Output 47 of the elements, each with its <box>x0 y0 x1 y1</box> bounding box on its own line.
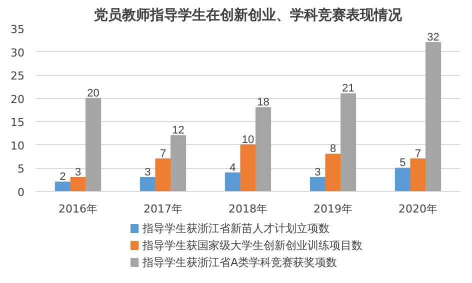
y-tick-label: 5 <box>18 162 24 176</box>
data-label: 3 <box>314 166 321 179</box>
legend-label: 指导学生获浙江省新苗人才计划立项数 <box>142 222 330 235</box>
data-label: 12 <box>172 124 184 137</box>
y-tick-label: 20 <box>10 92 25 106</box>
x-tick-label: 2017年 <box>144 202 183 216</box>
chart-title: 党员教师指导学生在创新创业、学科竞赛表现情况 <box>93 6 403 24</box>
x-tick-label: 2016年 <box>58 202 98 216</box>
y-tick-label: 25 <box>10 70 25 83</box>
data-label: 7 <box>414 148 422 160</box>
y-tick-label: 30 <box>10 46 25 60</box>
data-label: 32 <box>427 31 440 44</box>
data-label: 4 <box>230 162 236 174</box>
bar <box>70 177 86 192</box>
bar <box>325 154 341 192</box>
data-label: 3 <box>144 166 151 179</box>
legend-label: 指导学生获国家级大学生创新创业训练项目数 <box>142 239 363 252</box>
bar <box>240 144 256 192</box>
data-label: 3 <box>74 166 82 179</box>
data-label: 21 <box>342 82 354 95</box>
bar <box>394 168 410 192</box>
data-label: 2 <box>60 171 66 184</box>
y-tick-label: 35 <box>10 23 25 36</box>
data-label: 8 <box>330 143 336 156</box>
y-tick-label: 0 <box>18 186 24 199</box>
x-tick-label: 2020年 <box>398 202 438 216</box>
legend-label: 指导学生获浙江省A类学科竞赛获奖项数 <box>142 256 338 269</box>
bar <box>155 158 171 192</box>
x-tick-label: 2018年 <box>228 202 268 216</box>
data-label: 20 <box>87 87 100 100</box>
bar <box>224 172 240 192</box>
bar <box>256 107 272 192</box>
bar <box>426 42 442 192</box>
bar <box>410 158 426 192</box>
bar <box>54 182 70 192</box>
bar <box>310 177 326 192</box>
data-label: 10 <box>242 134 254 146</box>
y-tick-label: 10 <box>10 139 25 152</box>
bar <box>340 93 356 192</box>
bar <box>170 135 186 192</box>
data-label: 5 <box>400 157 406 170</box>
bar <box>86 98 102 192</box>
data-label: 18 <box>257 96 270 109</box>
x-tick-label: 2019年 <box>314 202 353 216</box>
y-tick-label: 15 <box>10 116 25 130</box>
bar <box>140 177 156 192</box>
data-label: 7 <box>160 148 166 160</box>
